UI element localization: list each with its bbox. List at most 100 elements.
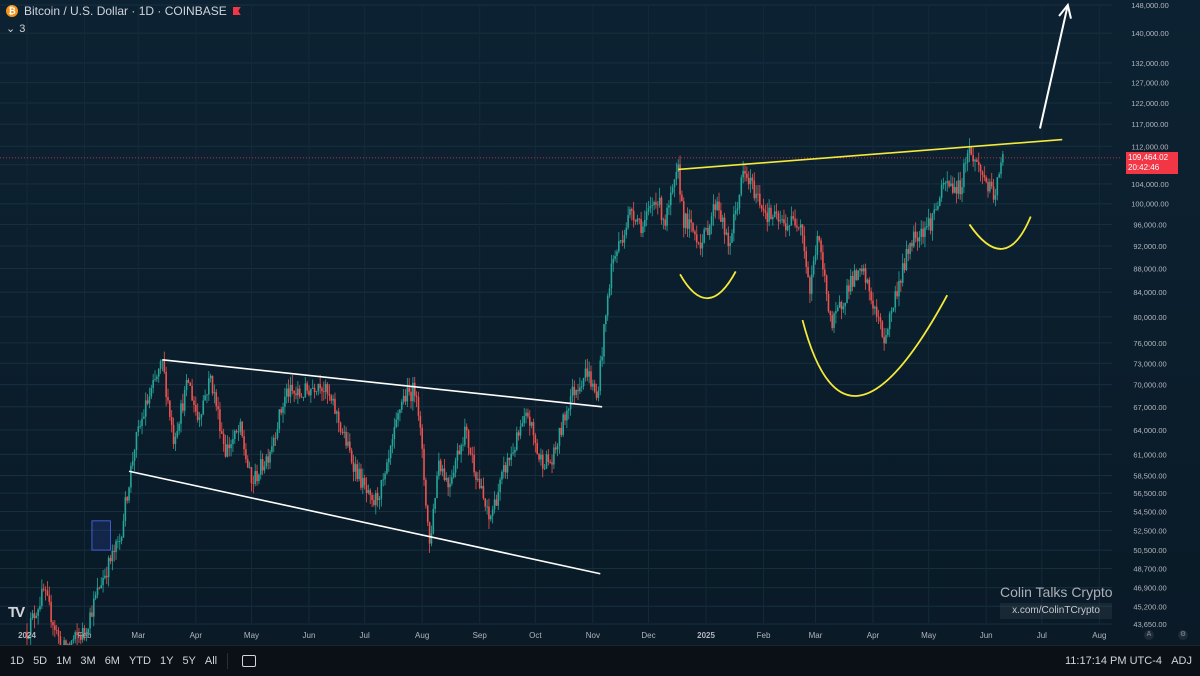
candle-body [707, 228, 709, 236]
candle-body [924, 227, 926, 237]
candle-body [70, 640, 73, 645]
candle-body [148, 396, 151, 404]
candle-body [293, 390, 295, 394]
candle-body [371, 494, 373, 500]
candle-body [449, 483, 451, 488]
candle-body [872, 300, 874, 309]
candle-body [360, 468, 362, 488]
candle-body [89, 612, 91, 629]
timeframe-1y[interactable]: 1Y [159, 655, 174, 667]
candle-body [254, 471, 256, 484]
candle-body [443, 468, 446, 480]
timeframe-1m[interactable]: 1M [56, 655, 72, 667]
candle-body [807, 266, 809, 278]
candle-body [887, 329, 889, 336]
candle-body [306, 383, 308, 391]
timeframe-5d[interactable]: 5D [33, 655, 48, 667]
candle-body [519, 426, 522, 436]
x-tick-label: Aug [415, 631, 429, 640]
arrow-head [1058, 2, 1072, 19]
candle-body [328, 393, 331, 396]
candle-body [534, 435, 537, 444]
candle-body [222, 433, 225, 444]
timeframe-all[interactable]: All [204, 655, 218, 667]
candle-body [653, 202, 655, 206]
candle-body [139, 426, 141, 427]
candle-body [514, 449, 516, 453]
candle-body [29, 618, 32, 636]
candle-body [859, 268, 861, 271]
tradingview-logo[interactable]: TV [8, 604, 25, 621]
chart-legend-header[interactable]: ₿ Bitcoin / U.S. Dollar · 1D · COINBASE [6, 4, 241, 18]
candle-body [528, 416, 531, 426]
candle-body [547, 454, 550, 462]
candle-body [141, 418, 143, 427]
candle-body [219, 409, 221, 432]
candle-body [31, 613, 34, 619]
candle-body [124, 497, 127, 521]
candle-body [864, 268, 867, 283]
candle-body [182, 403, 184, 411]
candle-body [892, 307, 895, 311]
settings-gear-icon[interactable]: ⚙ [1178, 630, 1188, 640]
candle-body [269, 451, 271, 463]
candle-body [755, 193, 757, 199]
candle-body [98, 587, 101, 589]
chevron-down-icon[interactable]: ⌄ [6, 23, 16, 35]
candle-body [718, 201, 720, 211]
candle-body [593, 383, 596, 392]
candle-body [937, 205, 939, 210]
candle-body [577, 389, 579, 392]
candle-body [469, 447, 472, 454]
adj-toggle[interactable]: ADJ [1171, 655, 1192, 667]
symbol-title[interactable]: Bitcoin / U.S. Dollar · 1D · COINBASE [24, 4, 227, 18]
clock[interactable]: 11:17:14 PM UTC-4 [1064, 655, 1162, 667]
candle-body [501, 471, 503, 480]
x-tick-label: Sep [473, 631, 488, 640]
candle-body [668, 205, 670, 208]
indicator-collapse[interactable]: ⌄ 3 [6, 22, 25, 36]
candle-body [883, 336, 885, 344]
candle-body [365, 485, 368, 493]
candle-body [901, 263, 904, 283]
chart-area[interactable]: 43,650.00 45,200.00 46,900.00 48,700.00 50,5… [0, 0, 1200, 645]
auto-scale-icon[interactable]: A [1144, 630, 1154, 640]
candle-body [452, 472, 455, 478]
candle-body [187, 380, 190, 383]
candle-body [603, 324, 605, 357]
candle-body [122, 520, 125, 538]
candle-body [723, 217, 726, 235]
candle-body [332, 398, 334, 401]
candle-body [189, 382, 192, 386]
candle-body [527, 412, 529, 417]
calendar-icon[interactable] [242, 655, 257, 667]
candle-body [282, 406, 284, 413]
candle-body [948, 181, 950, 187]
divider [227, 653, 229, 669]
timeframe-6m[interactable]: 6M [104, 655, 120, 667]
candle-body [911, 242, 913, 247]
candle-body [814, 254, 817, 261]
x-tick-label: Jun [303, 631, 316, 640]
candle-body [406, 387, 409, 402]
candle-body [775, 211, 778, 214]
candle-body [490, 515, 492, 520]
timeframe-3m[interactable]: 3M [80, 655, 96, 667]
timeframe-5y[interactable]: 5Y [182, 655, 196, 667]
candle-body [721, 217, 724, 222]
candle-body [618, 241, 620, 252]
price-chart[interactable]: 43,650.00 45,200.00 46,900.00 48,700.00 50,5… [0, 0, 1200, 645]
candle-body [658, 197, 661, 205]
candle-body [820, 240, 822, 253]
flag-icon[interactable] [232, 7, 241, 15]
candle-body [506, 457, 509, 473]
candle-body [67, 644, 69, 645]
timeframe-ytd[interactable]: YTD [128, 655, 151, 667]
timeframe-1d[interactable]: 1D [10, 655, 25, 667]
candle-body [556, 445, 559, 450]
candle-body [152, 379, 154, 389]
candle-body [812, 260, 815, 275]
candle-body [252, 482, 255, 484]
candle-body [977, 161, 980, 166]
grid-lines [0, 4, 1112, 625]
